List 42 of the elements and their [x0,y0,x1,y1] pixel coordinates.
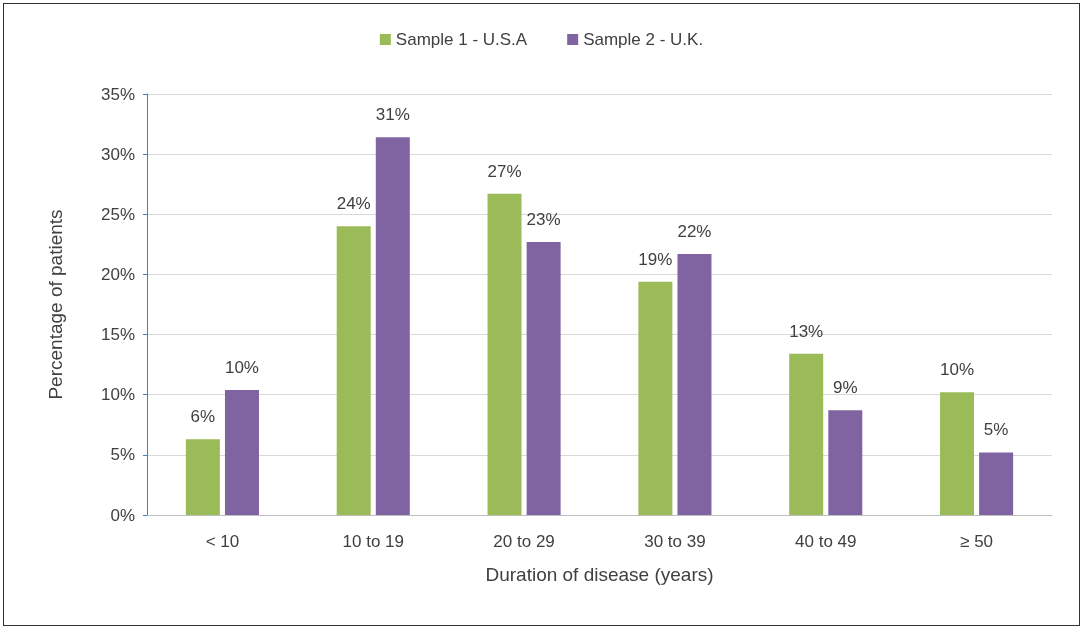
data-label: 10% [224,357,259,377]
bar [185,439,220,515]
x-tick-label: < 10 [205,532,240,551]
y-tick-label: 5% [110,445,135,465]
x-tick-label: 40 to 49 [795,532,857,551]
y-tick-label: 20% [100,264,135,284]
data-label: 5% [983,420,1009,440]
data-label: 31% [375,105,410,125]
bar [979,452,1014,515]
bar [375,137,410,515]
y-tick-label: 25% [100,204,135,224]
bar [224,389,259,515]
bar [336,226,371,515]
y-tick-label: 30% [100,144,135,164]
y-axis-title: Percentage of patients [45,209,66,400]
y-tick-label: 0% [110,505,135,525]
y-tick-label: 35% [100,84,135,104]
legend-label: Sample 2 - U.K. [583,30,704,49]
legend-label: Sample 1 - U.S.A [395,30,528,49]
x-axis-title: Duration of disease (years) [485,564,714,585]
x-tick-label: 10 to 19 [342,532,404,551]
data-label: 10% [940,360,975,380]
bar [789,353,824,515]
data-label: 23% [526,209,561,229]
bar [828,410,863,515]
data-label: 24% [336,194,371,214]
y-tick-label: 10% [100,385,135,405]
x-tick-label: 20 to 29 [493,532,555,551]
bar [638,281,673,515]
data-label: 9% [833,378,858,398]
data-label: 22% [677,221,712,241]
bar [940,392,975,515]
data-label: 13% [789,321,824,341]
bar [526,241,561,515]
data-label: 19% [638,249,673,269]
bar [487,193,522,515]
bar [677,253,712,515]
x-tick-label: ≥ 50 [960,532,994,551]
data-label: 27% [487,161,522,181]
y-tick-label: 15% [100,325,135,345]
data-label: 6% [190,407,216,427]
x-tick-label: 30 to 39 [644,532,706,551]
